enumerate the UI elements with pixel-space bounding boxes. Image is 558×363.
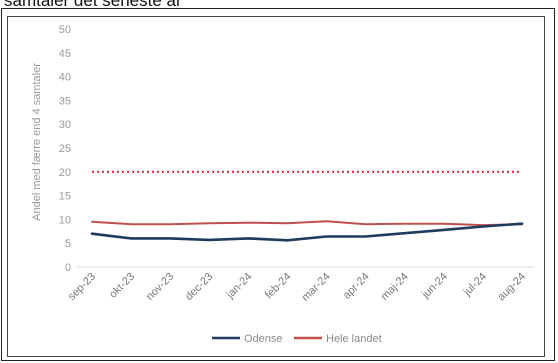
x-tick-label: sep-23 (66, 271, 98, 303)
x-tick-label: maj-24 (379, 271, 411, 303)
y-tick-label: 20 (59, 167, 71, 179)
y-axis-ticks: 0 5 10 15 20 25 30 35 40 45 50 (59, 24, 71, 274)
x-tick-label: apr-24 (341, 271, 372, 302)
x-tick-label: dec-23 (183, 271, 215, 303)
legend: Odense Hele landet (212, 333, 382, 345)
x-tick-label: feb-24 (263, 271, 294, 302)
x-tick-label: nov-23 (144, 271, 176, 303)
x-tick-label: mar-24 (300, 271, 333, 304)
series-line-hele-landet (91, 220, 523, 227)
y-tick-label: 15 (59, 191, 71, 203)
series-group (90, 220, 524, 242)
y-tick-label: 45 (59, 48, 71, 60)
y-tick-label: 0 (65, 262, 71, 274)
legend-label-odense: Odense (244, 333, 283, 345)
y-tick-label: 35 (59, 95, 71, 107)
y-axis-title: Andel med færre end 4 samtaler (31, 63, 43, 221)
y-tick-label: 40 (59, 72, 71, 84)
y-tick-label: 50 (59, 24, 71, 36)
x-tick-label: jan-24 (224, 271, 255, 302)
x-tick-label: jun-24 (419, 271, 450, 302)
series-line-odense (90, 222, 524, 242)
x-tick-label: aug-24 (495, 271, 528, 304)
cut-off-heading-text: samtaler det seneste år (4, 0, 182, 10)
chart-frame (7, 16, 545, 357)
x-tick-label: jul-24 (461, 271, 489, 299)
y-tick-label: 30 (59, 119, 71, 131)
y-tick-label: 10 (59, 214, 71, 226)
y-tick-label: 5 (65, 238, 71, 250)
x-tick-label: okt-23 (107, 271, 137, 301)
y-tick-label: 25 (59, 143, 71, 155)
x-axis-ticks: sep-23 okt-23 nov-23 dec-23 jan-24 feb-24 mar-… (66, 271, 528, 304)
legend-label-hele-landet: Hele landet (326, 333, 382, 345)
outer-frame (1, 8, 555, 361)
